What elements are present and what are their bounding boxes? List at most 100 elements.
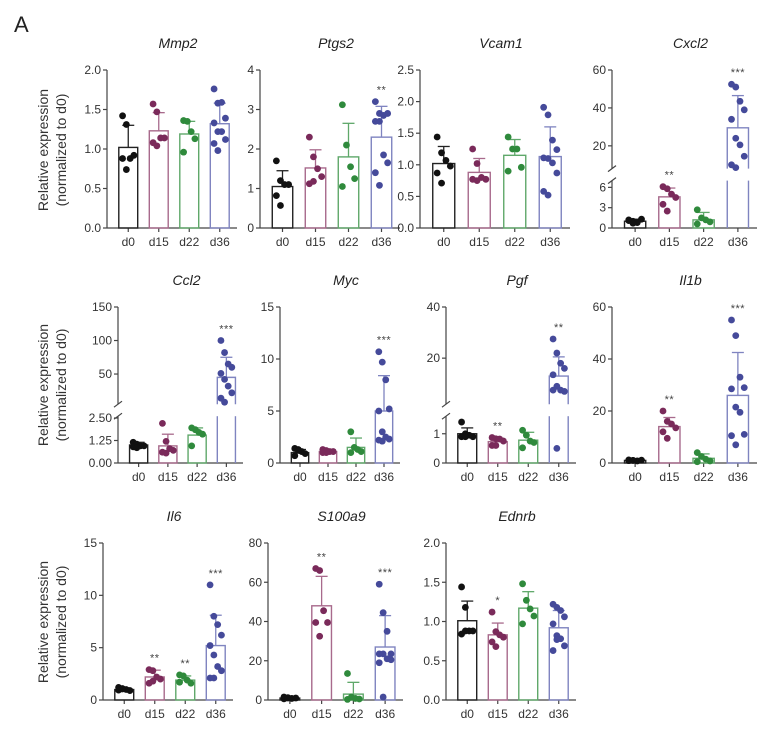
x-tick-label: d36 (728, 470, 748, 484)
data-point (732, 164, 740, 172)
data-point (553, 169, 561, 177)
data-point (320, 607, 327, 615)
data-point (285, 181, 293, 188)
chart-title: Il1b (679, 272, 702, 288)
y-tick-label: 0.00 (89, 456, 113, 470)
data-point (519, 444, 526, 452)
data-point (561, 364, 568, 372)
data-point (672, 194, 680, 201)
data-point (461, 603, 469, 611)
data-point (218, 128, 226, 136)
data-point (222, 114, 229, 122)
y-tick-label: 6 (599, 180, 606, 194)
x-tick-label: d0 (461, 470, 475, 484)
x-tick-label: d22 (343, 707, 363, 721)
data-point (438, 179, 445, 187)
x-tick-label: d36 (540, 235, 560, 249)
x-tick-label: d15 (318, 470, 338, 484)
x-tick-label: d36 (549, 707, 569, 721)
x-tick-label: d36 (371, 235, 391, 249)
data-point (553, 444, 561, 452)
x-tick-label: d36 (374, 470, 394, 484)
significance-label: *** (378, 567, 393, 579)
data-point (544, 191, 552, 199)
data-point (122, 166, 130, 173)
data-point (549, 647, 557, 654)
data-point (206, 581, 214, 589)
data-point (347, 449, 355, 456)
data-point (519, 620, 526, 628)
data-point (492, 442, 500, 449)
data-point (659, 407, 667, 415)
data-point (272, 157, 280, 165)
chart-title: Cxcl2 (673, 35, 708, 51)
y-tick-label: 20 (249, 654, 263, 668)
data-point (513, 145, 521, 153)
y-tick-label: 20 (593, 404, 607, 418)
x-tick-label: d22 (175, 707, 195, 721)
data-point (659, 428, 667, 436)
y-tick-label: 15 (84, 536, 98, 550)
y-tick-label: 1.0 (397, 158, 414, 172)
y-tick-label: 40 (249, 615, 263, 629)
y-tick-label: 0.0 (423, 693, 440, 707)
data-point (629, 219, 637, 227)
data-point (375, 348, 383, 356)
data-point (638, 456, 645, 464)
data-point (522, 431, 530, 439)
x-tick-label: d15 (145, 707, 165, 721)
data-point (322, 449, 330, 456)
data-point (371, 169, 379, 177)
data-point (740, 431, 748, 438)
y-tick-label: 1.5 (397, 126, 414, 140)
significance-label: ** (665, 394, 675, 406)
data-point (379, 693, 387, 701)
data-point (119, 155, 126, 162)
data-point (638, 215, 645, 223)
data-point (553, 349, 561, 357)
data-point (561, 388, 568, 395)
data-point (732, 441, 740, 449)
data-point (126, 687, 134, 694)
y-tick-label: 40 (593, 352, 607, 366)
ylabel-row-3: Relative expression (normalized to d0) (35, 561, 69, 683)
significance-label: *** (377, 335, 392, 347)
x-tick-label: d36 (728, 235, 748, 249)
data-point (222, 136, 229, 143)
significance-label: *** (731, 67, 746, 79)
data-point (149, 677, 157, 685)
data-point (693, 206, 701, 214)
y-tick-label: 1 (433, 427, 440, 441)
data-point (458, 583, 465, 591)
data-point (149, 100, 157, 108)
data-point (461, 627, 469, 635)
data-point (214, 621, 222, 629)
data-point (210, 119, 218, 127)
data-point (517, 163, 525, 171)
chart-title: Ptgs2 (318, 35, 354, 51)
y-tick-label: 2.5 (397, 63, 414, 77)
data-point (357, 448, 365, 455)
data-point (347, 163, 354, 171)
data-point (706, 457, 714, 465)
x-tick-label: d15 (488, 470, 508, 484)
data-point (736, 97, 744, 105)
x-tick-label: d22 (505, 235, 525, 249)
data-point (557, 607, 565, 614)
y-tick-label: 150 (92, 300, 112, 314)
y-tick-label: 3 (247, 103, 254, 117)
y-tick-label: 100 (92, 334, 112, 348)
x-tick-label: d0 (283, 707, 297, 721)
data-point (672, 424, 680, 432)
bar-d22 (179, 133, 200, 229)
data-point (344, 670, 351, 677)
data-point (153, 142, 161, 150)
data-point (355, 695, 363, 703)
data-point (272, 192, 280, 200)
data-point (305, 133, 313, 141)
data-point (375, 659, 383, 667)
x-tick-label: d15 (469, 235, 489, 249)
y-tick-label: 0.5 (84, 182, 101, 196)
chart-title: S100a9 (317, 508, 365, 524)
